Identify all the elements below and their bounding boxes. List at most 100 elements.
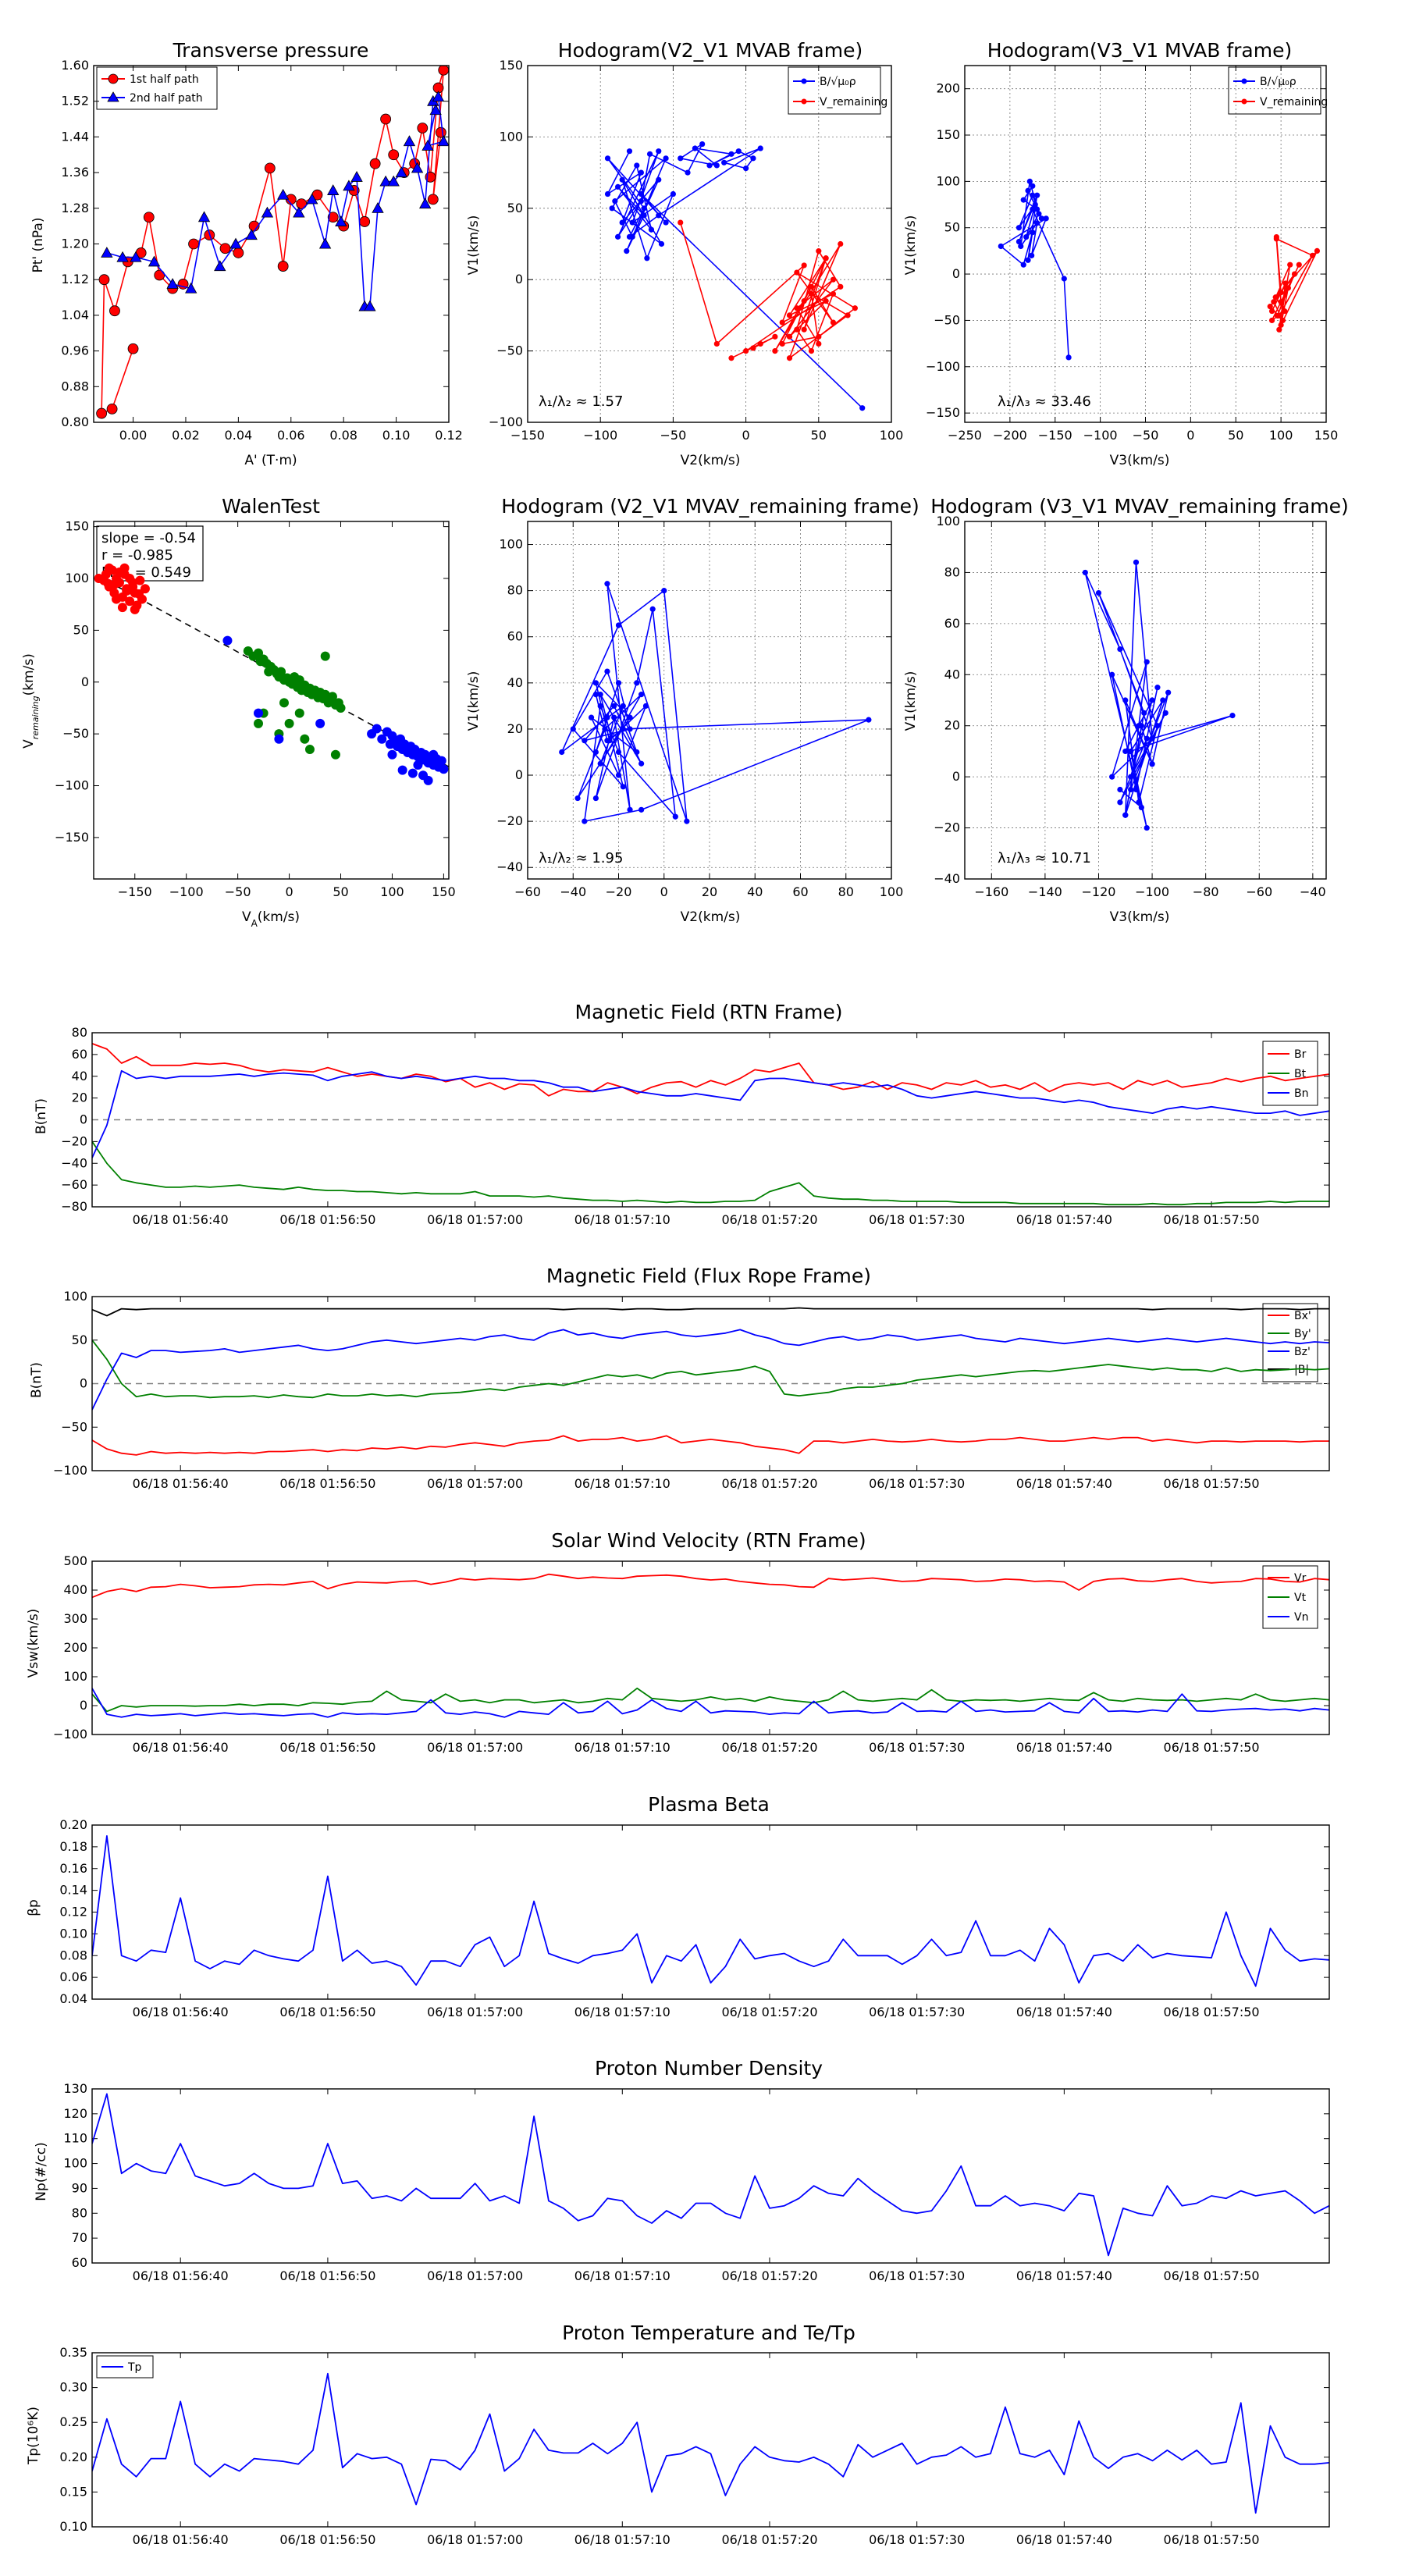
h3-series-hodogram-point xyxy=(638,760,645,767)
eigen-ratio-3: λ₁/λ₂ ≈ 1.95 xyxy=(539,850,623,866)
np-ytick-label: 60 xyxy=(72,2255,87,2270)
title-hodogram-v3-v1-mvab: Hodogram(V3_V1 MVAB frame) xyxy=(987,39,1292,62)
h3-series-hodogram-point xyxy=(604,738,610,744)
h1-series-v-remaining-point xyxy=(750,345,756,351)
h1-series-b--point xyxy=(728,151,735,157)
mag_fr-xtick-label: 06/18 01:57:30 xyxy=(869,1476,965,1491)
pt-series-2nd-half-path-point xyxy=(372,201,384,213)
h3-ytick-label: 100 xyxy=(499,537,523,552)
h2-series-v-remaining-point xyxy=(1268,308,1275,315)
h4-xtick-label: −160 xyxy=(974,884,1008,899)
ylabel-hodogram-4: V1(km/s) xyxy=(903,671,919,731)
h3-series-hodogram-point xyxy=(592,749,599,756)
h1-series-v-remaining-point xyxy=(830,319,837,326)
h2-series-b--point xyxy=(1030,229,1036,236)
h1-xtick-label: 50 xyxy=(811,428,827,443)
h1-series-v-remaining-point xyxy=(830,276,837,283)
pt-series-2nd-half-path-point xyxy=(276,188,290,200)
mag_fr-series-bz--line xyxy=(92,1329,1329,1411)
h1-ytick-label: −50 xyxy=(496,343,523,358)
pt-series-2nd-half-path-point xyxy=(116,251,129,262)
beta-ytick-label: 0.08 xyxy=(59,1948,87,1962)
beta-ytick-label: 0.06 xyxy=(59,1969,87,1984)
pt-series-1st-half-path-point xyxy=(106,403,118,415)
h1-series-b--point xyxy=(656,148,662,155)
mag_fr-ytick-label: 100 xyxy=(63,1289,87,1304)
pt-series-1st-half-path-point xyxy=(264,162,276,174)
h3-ytick-label: 20 xyxy=(507,721,523,736)
title-walen-test: WalenTest xyxy=(222,495,320,518)
h1-series-b--point xyxy=(735,148,742,155)
beta-ytick-label: 0.18 xyxy=(59,1839,87,1854)
h2-series-b--point xyxy=(1026,178,1033,184)
mag_rtn-series-bn-line xyxy=(92,1069,1329,1158)
legend-b-alfven-2: B/√μ₀ρ xyxy=(1260,76,1297,88)
h3-xtick-label: 0 xyxy=(660,884,668,899)
h2-series-b--point xyxy=(1065,354,1072,361)
h3-series-hodogram-point xyxy=(592,795,599,802)
beta-xtick-label: 06/18 01:57:30 xyxy=(869,2005,965,2019)
h4-series-hodogram-point xyxy=(1122,812,1129,818)
legend-2nd-half: 2nd half path xyxy=(130,92,203,105)
walen-ytick-label: 100 xyxy=(65,571,89,585)
mag_rtn-ytick-label: 60 xyxy=(72,1047,87,1062)
h3-series-hodogram-point xyxy=(638,692,645,698)
pt-series-1st-half-path-point xyxy=(188,238,199,250)
h3-series-hodogram-point xyxy=(604,581,610,587)
h2-series-v-remaining-point xyxy=(1291,271,1298,277)
mag_rtn-ytick-label: 40 xyxy=(72,1069,87,1083)
h1-series-v-remaining-point xyxy=(823,298,829,304)
vsw-ytick-label: 500 xyxy=(63,1553,87,1568)
h3-series-hodogram-point xyxy=(574,795,581,802)
mag_fr-ytick-label: −100 xyxy=(53,1463,87,1478)
h1-series-v-remaining-point xyxy=(786,312,793,318)
h1-series-b--point xyxy=(641,212,647,219)
pt-ytick-label: 1.60 xyxy=(61,58,89,73)
h2-series-b--point xyxy=(1034,192,1040,198)
ylabel-mag-fr: B(nT) xyxy=(29,1362,44,1398)
np-xtick-label: 06/18 01:57:50 xyxy=(1164,2268,1260,2283)
pt-series-1st-half-path-point xyxy=(369,158,381,169)
walen-series-blue-point xyxy=(413,760,423,770)
h1-series-v-remaining-point xyxy=(743,348,749,354)
h2-series-v-remaining-point xyxy=(1296,262,1302,268)
tp-axes: 06/18 01:56:40 06/18 01:56:50 06/18 01:57:… xyxy=(59,2345,1329,2547)
h3-ytick-label: 0 xyxy=(515,767,523,782)
ylabel-transverse-pressure: Pt' (nPa) xyxy=(30,218,46,273)
h1-series-b--point xyxy=(663,219,669,226)
h4-ytick-label: −40 xyxy=(934,871,960,886)
h3-series-hodogram-point xyxy=(611,714,617,720)
pt-ytick-label: 1.44 xyxy=(61,129,89,144)
pt-series-2nd-half-path-point xyxy=(387,175,400,187)
h2-series-b--point xyxy=(1025,187,1031,194)
pt-series-2nd-half-path-point xyxy=(335,215,347,226)
ylabel-hodogram-3: V1(km/s) xyxy=(466,671,482,731)
h2-series-b--point xyxy=(1032,201,1038,208)
h4-plot-area xyxy=(1082,559,1236,831)
walen-series-red-point xyxy=(104,563,114,573)
h2-ytick-label: −150 xyxy=(926,405,960,420)
pt-series-2nd-half-path-point xyxy=(214,260,226,272)
h4-series-hodogram-point xyxy=(1160,697,1166,703)
h4-series-hodogram-point xyxy=(1133,559,1140,565)
pt-ytick-label: 0.80 xyxy=(61,415,89,429)
mag_fr-frame xyxy=(91,1296,1330,1471)
h3-series-hodogram-point xyxy=(638,806,645,813)
pt-series-2nd-half-path-point xyxy=(101,247,113,258)
pt-series-1st-half-path-point xyxy=(417,123,429,133)
walen-series-blue-point xyxy=(429,749,439,760)
h2-series-b--point xyxy=(1030,192,1036,198)
walen-xtick-label: 0 xyxy=(285,884,293,899)
h2-series-b--point xyxy=(998,243,1004,250)
walen-series-green-point xyxy=(276,667,286,677)
walen-series-blue-point xyxy=(222,635,233,646)
h1-series-b--point xyxy=(619,176,625,183)
h1-series-b--point xyxy=(638,190,644,197)
beta-xtick-label: 06/18 01:57:40 xyxy=(1016,2005,1112,2019)
legend-hodogram-1: B/√μ₀ρ V_remaining xyxy=(788,66,887,115)
h1-ytick-label: 50 xyxy=(507,201,523,215)
np-xtick-label: 06/18 01:57:40 xyxy=(1016,2268,1112,2283)
h2-series-v-remaining-point xyxy=(1268,317,1275,324)
xlabel-hodogram-4: V3(km/s) xyxy=(1110,909,1170,925)
h2-plot-area xyxy=(998,178,1321,361)
